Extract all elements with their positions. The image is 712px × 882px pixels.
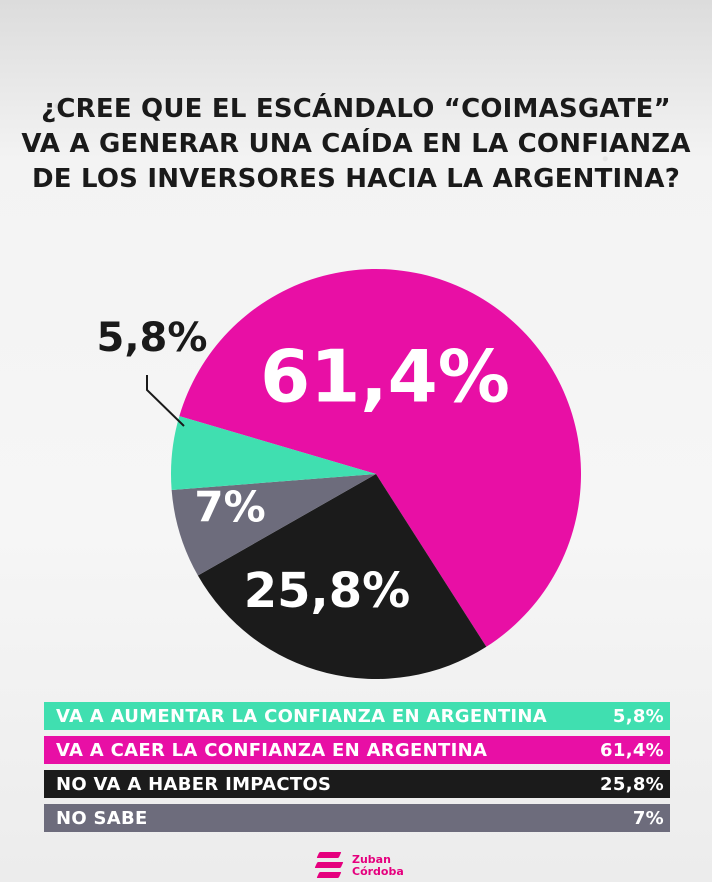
chart-title-line-2: VA A GENERAR UNA CAÍDA EN LA CONFIANZA (21, 129, 691, 159)
data-label-no-impactos: 25,8% (244, 563, 411, 619)
legend-row-aumentar: VA A AUMENTAR LA CONFIANZA EN ARGENTINA … (44, 702, 670, 730)
logo-text-line-2: Córdoba (352, 865, 404, 878)
legend-label-caer: VA A CAER LA CONFIANZA EN ARGENTINA (56, 739, 488, 761)
chart-title-line-1: ¿CREE QUE EL ESCÁNDALO “COIMASGATE” (41, 94, 671, 124)
slice-caer (179, 269, 581, 647)
legend: VA A AUMENTAR LA CONFIANZA EN ARGENTINA … (44, 702, 670, 838)
legend-label-no-impactos: NO VA A HABER IMPACTOS (56, 773, 332, 795)
legend-value-caer: 61,4% (600, 739, 664, 761)
logo-text-line-1: Zuban (352, 853, 391, 866)
data-label-caer: 61,4% (260, 335, 510, 419)
slice-no-impactos (197, 474, 487, 679)
legend-value-no-sabe: 7% (632, 807, 664, 829)
slice-aumentar (171, 416, 376, 491)
legend-label-aumentar: VA A AUMENTAR LA CONFIANZA EN ARGENTINA (56, 705, 548, 727)
logo-text: Zuban Córdoba (352, 854, 404, 878)
leader-line-aumentar (146, 375, 185, 427)
data-label-no-sabe: 7% (194, 483, 265, 532)
zuban-cordoba-logo-icon (314, 852, 346, 880)
chart-title-line-3: DE LOS INVERSORES HACIA LA ARGENTINA? (32, 164, 680, 194)
legend-row-no-impactos: NO VA A HABER IMPACTOS 25,8% (44, 770, 670, 798)
data-label-aumentar: 5,8% (97, 315, 208, 361)
legend-label-no-sabe: NO SABE (56, 807, 148, 829)
legend-row-caer: VA A CAER LA CONFIANZA EN ARGENTINA 61,4… (44, 736, 670, 764)
legend-value-aumentar: 5,8% (612, 705, 664, 727)
chart-title: ¿CREE QUE EL ESCÁNDALO “COIMASGATE” VA A… (0, 92, 712, 197)
zuban-cordoba-logo: Zuban Córdoba (314, 852, 404, 880)
slice-no-sabe (171, 474, 376, 576)
legend-value-no-impactos: 25,8% (600, 773, 664, 795)
legend-row-no-sabe: NO SABE 7% (44, 804, 670, 832)
